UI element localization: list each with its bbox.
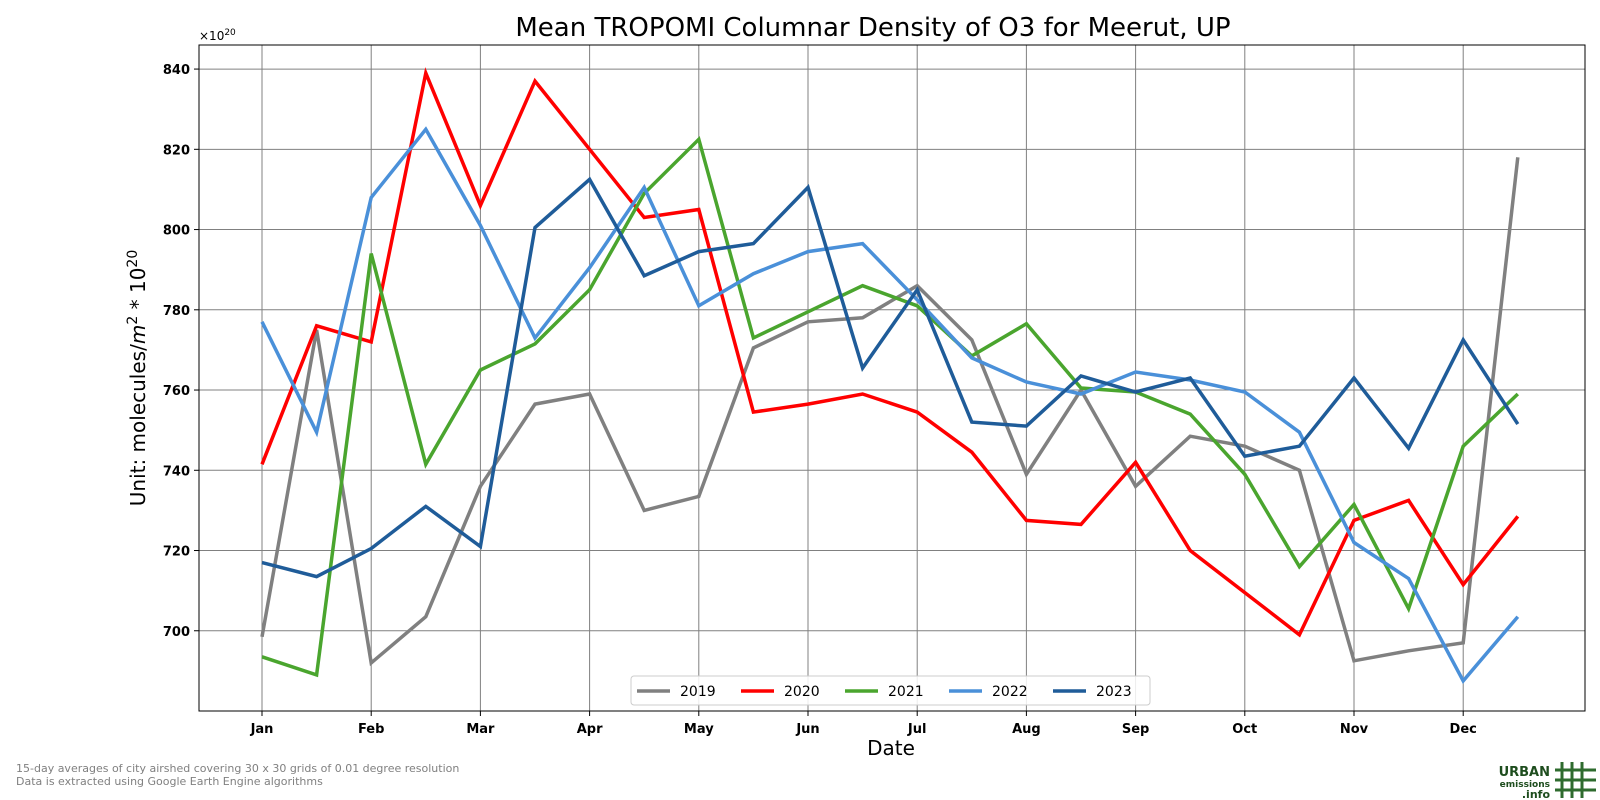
logo-text-info: .info xyxy=(1522,788,1551,800)
legend-label-2021: 2021 xyxy=(888,684,924,700)
chart-title: Mean TROPOMI Columnar Density of O3 for … xyxy=(515,13,1230,43)
y-axis-label: Unit: molecules/m2 * 1020 xyxy=(125,250,150,507)
x-tick-label: Jul xyxy=(907,722,927,737)
offset-label: ×1020 xyxy=(199,28,236,43)
legend-label-2020: 2020 xyxy=(784,684,820,700)
y-tick-label: 780 xyxy=(163,304,190,319)
x-tick-label: Feb xyxy=(358,722,384,737)
grid xyxy=(199,45,1585,711)
x-axis-label: Date xyxy=(867,736,915,760)
legend-label-2023: 2023 xyxy=(1096,684,1132,700)
x-ticks: Jan Feb Mar Apr May Jun Jul Aug Sep Oct Nov Dec xyxy=(250,711,1477,737)
x-tick-label: Oct xyxy=(1232,722,1257,737)
series-line-2021 xyxy=(261,135,1520,678)
x-tick-label: Jun xyxy=(795,722,819,737)
y-tick-label: 720 xyxy=(163,545,190,560)
legend: 2019 2020 2021 2022 2023 xyxy=(630,675,1151,706)
plot-area xyxy=(199,45,1585,711)
footnote-line1: 15-day averages of city airshed covering… xyxy=(16,762,459,775)
x-tick-label: Aug xyxy=(1012,722,1041,737)
logo-text-emissions: emissions xyxy=(1500,780,1550,790)
y-tick-label: 760 xyxy=(163,384,190,399)
footnote-line2: Data is extracted using Google Earth Eng… xyxy=(16,775,323,788)
series-line-2019 xyxy=(260,157,1520,667)
series-line-2020 xyxy=(260,67,1520,638)
urban-emissions-logo: URBAN emissions .info xyxy=(1499,762,1596,800)
legend-label-2022: 2022 xyxy=(992,684,1028,700)
plot-frame xyxy=(198,44,1586,712)
series-line-2022 xyxy=(260,126,1520,684)
x-tick-label: Mar xyxy=(466,722,495,737)
legend-label-2019: 2019 xyxy=(680,684,716,700)
grid-logo-icon xyxy=(1555,762,1596,798)
legend-box xyxy=(630,675,1151,706)
x-tick-label: May xyxy=(684,722,714,737)
logo-text-urban: URBAN xyxy=(1499,765,1550,780)
y-tick-label: 740 xyxy=(163,464,190,479)
x-tick-label: Nov xyxy=(1340,722,1369,737)
series-line-2023 xyxy=(261,176,1520,579)
y-tick-label: 700 xyxy=(163,625,190,640)
y-tick-label: 840 xyxy=(163,63,190,78)
y-tick-label: 820 xyxy=(163,143,190,158)
x-tick-label: Dec xyxy=(1450,722,1477,737)
x-tick-label: Sep xyxy=(1122,722,1150,737)
y-tick-label: 800 xyxy=(163,224,190,239)
x-tick-label: Jan xyxy=(250,722,274,737)
series-lines xyxy=(260,67,1520,684)
y-ticks: 700 720 740 760 780 800 820 840 xyxy=(163,63,199,640)
x-tick-label: Apr xyxy=(577,722,603,737)
